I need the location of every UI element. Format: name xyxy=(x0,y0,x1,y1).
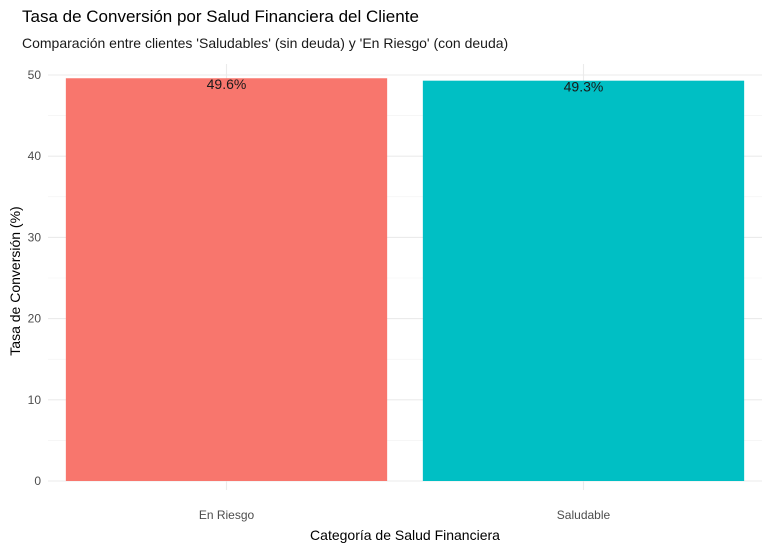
y-tick-label: 10 xyxy=(28,393,42,407)
data-label: 49.3% xyxy=(564,78,604,94)
y-tick-label: 30 xyxy=(28,230,42,244)
chart-title: Tasa de Conversión por Salud Financiera … xyxy=(22,7,419,26)
y-axis-title: Tasa de Conversión (%) xyxy=(7,206,23,355)
bar-saludable xyxy=(422,80,745,482)
chart-subtitle: Comparación entre clientes 'Saludables' … xyxy=(22,35,509,51)
x-tick-label: Saludable xyxy=(557,508,611,522)
y-tick-label: 40 xyxy=(28,149,42,163)
x-axis: En Riesgo Saludable xyxy=(199,508,611,522)
data-label: 49.6% xyxy=(207,76,247,92)
data-labels: 49.6% 49.3% xyxy=(207,76,604,94)
y-tick-label: 20 xyxy=(28,312,42,326)
y-axis: 0 10 20 30 40 50 xyxy=(28,68,42,488)
y-tick-label: 0 xyxy=(34,474,41,488)
x-tick-label: En Riesgo xyxy=(199,508,255,522)
y-tick-label: 50 xyxy=(28,68,42,82)
bar-en-riesgo xyxy=(65,78,388,482)
x-axis-title: Categoría de Salud Financiera xyxy=(310,527,500,543)
bars xyxy=(65,78,745,482)
